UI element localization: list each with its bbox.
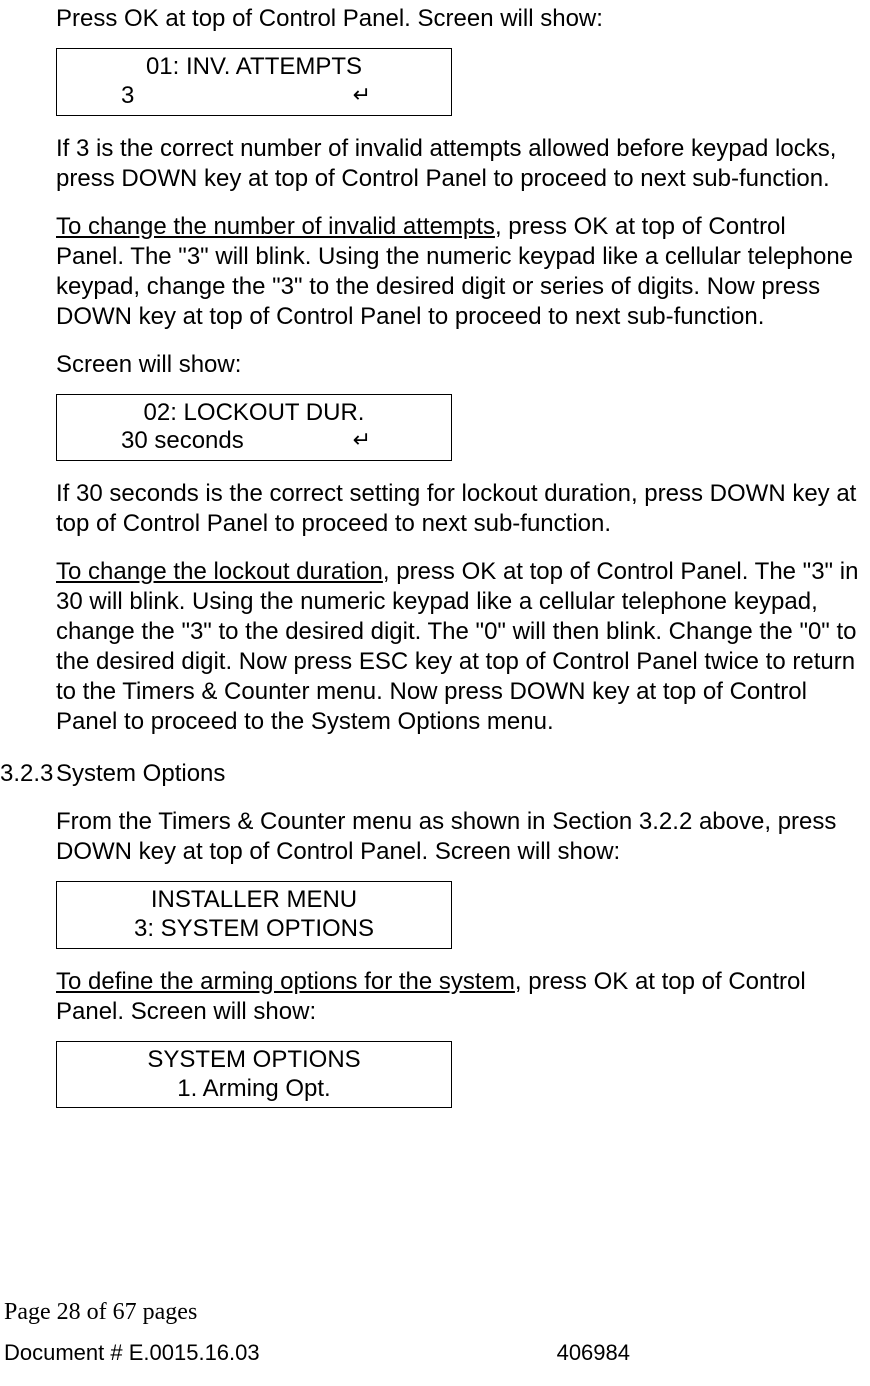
return-icon: ↵ xyxy=(353,82,371,111)
page-number: Page 28 of 67 pages xyxy=(4,1299,850,1326)
screen-line2: 3 ↵ xyxy=(57,82,451,111)
paragraph: To define the arming options for the sys… xyxy=(56,967,860,1027)
lcd-screen-lockout-dur: 02: LOCKOUT DUR. 30 seconds ↵ xyxy=(56,394,452,462)
underlined-lead: To define the arming options for the sys… xyxy=(56,968,515,995)
paragraph: Screen will show: xyxy=(56,350,860,380)
screen-value: 3 xyxy=(121,82,134,111)
screen-line2: 30 seconds ↵ xyxy=(57,427,451,456)
screen-line2: 1. Arming Opt. xyxy=(57,1075,451,1104)
section-title: System Options xyxy=(56,759,225,789)
lcd-screen-system-options: SYSTEM OPTIONS 1. Arming Opt. xyxy=(56,1041,452,1109)
paragraph: To change the number of invalid attempts… xyxy=(56,212,860,332)
return-icon: ↵ xyxy=(353,427,371,456)
screen-line1: INSTALLER MENU xyxy=(57,886,451,915)
intro-text: Press OK at top of Control Panel. Screen… xyxy=(56,4,860,34)
paragraph: To change the lockout duration, press OK… xyxy=(56,557,860,737)
lcd-screen-inv-attempts: 01: INV. ATTEMPTS 3 ↵ xyxy=(56,48,452,116)
screen-line2: 3: SYSTEM OPTIONS xyxy=(57,915,451,944)
underlined-lead: To change the number of invalid attempts xyxy=(56,213,495,240)
screen-line1: 02: LOCKOUT DUR. xyxy=(57,399,451,428)
paragraph: If 30 seconds is the correct setting for… xyxy=(56,479,860,539)
screen-value: 3: SYSTEM OPTIONS xyxy=(134,915,374,944)
screen-line1: 01: INV. ATTEMPTS xyxy=(57,53,451,82)
lcd-screen-installer-menu: INSTALLER MENU 3: SYSTEM OPTIONS xyxy=(56,881,452,949)
document-code: 406984 xyxy=(557,1340,850,1366)
screen-line1: SYSTEM OPTIONS xyxy=(57,1046,451,1075)
paragraph: From the Timers & Counter menu as shown … xyxy=(56,807,860,867)
document-number: Document # E.0015.16.03 xyxy=(4,1340,260,1366)
underlined-lead: To change the lockout duration xyxy=(56,558,383,585)
section-heading: 3.2.3 System Options xyxy=(0,759,860,789)
section-number: 3.2.3 xyxy=(0,759,56,789)
spacer xyxy=(260,1340,557,1366)
screen-value: 30 seconds xyxy=(121,427,244,456)
paragraph: If 3 is the correct number of invalid at… xyxy=(56,134,860,194)
page-footer: Page 28 of 67 pages Document # E.0015.16… xyxy=(0,1299,870,1366)
screen-value: 1. Arming Opt. xyxy=(177,1075,330,1104)
